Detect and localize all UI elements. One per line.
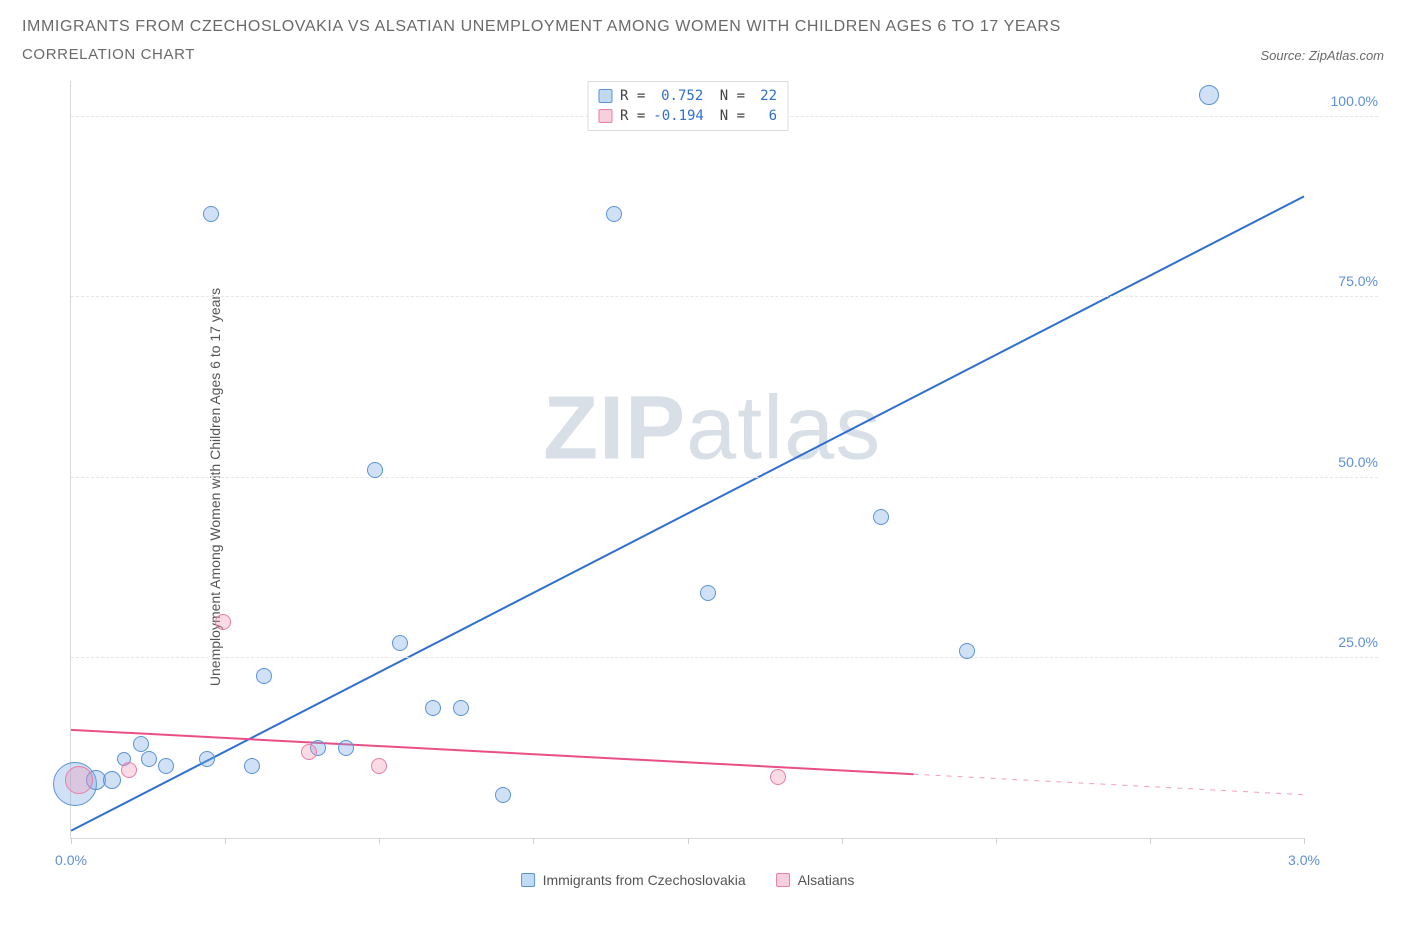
data-point [700,585,716,601]
legend-item-pink: Alsatians [776,872,855,888]
x-tick [1304,838,1305,844]
gridline [71,657,1378,658]
y-tick-label: 75.0% [1310,273,1378,289]
stats-legend: R = 0.752 N = 22 R = -0.194 N = 6 [587,81,788,131]
legend-swatch-pink-icon [776,873,790,887]
x-tick [225,838,226,844]
stats-n-label-2: N = [711,106,745,126]
plot-area: ZIPatlas R = 0.752 N = 22 R = -0.194 N =… [70,81,1304,839]
data-point [301,744,317,760]
chart-container: IMMIGRANTS FROM CZECHOSLOVAKIA VS ALSATI… [0,0,1406,930]
stats-r-pink: -0.194 [653,106,703,126]
y-tick-label: 25.0% [1310,634,1378,650]
regression-line [71,196,1304,830]
stats-n-pink: 6 [753,106,777,126]
x-tick [842,838,843,844]
x-tick-label: 3.0% [1288,852,1320,868]
data-point [495,787,511,803]
legend-label-blue: Immigrants from Czechoslovakia [543,872,746,888]
data-point [453,700,469,716]
regression-line-extrapolated [914,774,1304,795]
data-point [425,700,441,716]
legend-swatch-blue-icon [521,873,535,887]
regression-lines [71,81,1304,838]
gridline [71,477,1378,478]
stats-row-blue: R = 0.752 N = 22 [598,86,777,106]
data-point [103,771,121,789]
data-point [121,762,137,778]
data-point [606,206,622,222]
swatch-blue-icon [598,89,612,103]
data-point [392,635,408,651]
swatch-pink-icon [598,109,612,123]
x-tick-label: 0.0% [55,852,87,868]
subtitle-row: CORRELATION CHART Source: ZipAtlas.com [22,46,1384,63]
data-point [959,643,975,659]
watermark: ZIPatlas [543,378,881,481]
y-tick-label: 50.0% [1310,454,1378,470]
watermark-secondary: atlas [686,379,881,479]
x-tick [688,838,689,844]
data-point [141,751,157,767]
data-point [203,206,219,222]
data-point [338,740,354,756]
bottom-legend: Immigrants from Czechoslovakia Alsatians [521,872,855,888]
regression-line [71,730,914,774]
x-tick [379,838,380,844]
data-point [367,462,383,478]
stats-row-pink: R = -0.194 N = 6 [598,106,777,126]
data-point [371,758,387,774]
stats-r-blue: 0.752 [653,86,703,106]
data-point [1199,85,1219,105]
stats-r-label-2: R = [620,106,645,126]
data-point [873,509,889,525]
chart-subtitle: CORRELATION CHART [22,46,195,63]
data-point [770,769,786,785]
chart-wrap: Unemployment Among Women with Children A… [22,77,1384,897]
watermark-primary: ZIP [543,379,686,479]
stats-n-label: N = [711,86,745,106]
legend-item-blue: Immigrants from Czechoslovakia [521,872,746,888]
data-point [256,668,272,684]
stats-n-blue: 22 [753,86,777,106]
x-tick [996,838,997,844]
y-tick-label: 100.0% [1310,93,1378,109]
data-point [199,751,215,767]
source-label: Source: ZipAtlas.com [1260,48,1384,63]
data-point [215,614,231,630]
x-tick [71,838,72,844]
gridline [71,296,1378,297]
stats-r-label: R = [620,86,645,106]
data-point [244,758,260,774]
data-point [65,766,93,794]
legend-label-pink: Alsatians [798,872,855,888]
x-tick [533,838,534,844]
data-point [158,758,174,774]
chart-title: IMMIGRANTS FROM CZECHOSLOVAKIA VS ALSATI… [22,18,1384,36]
x-tick [1150,838,1151,844]
